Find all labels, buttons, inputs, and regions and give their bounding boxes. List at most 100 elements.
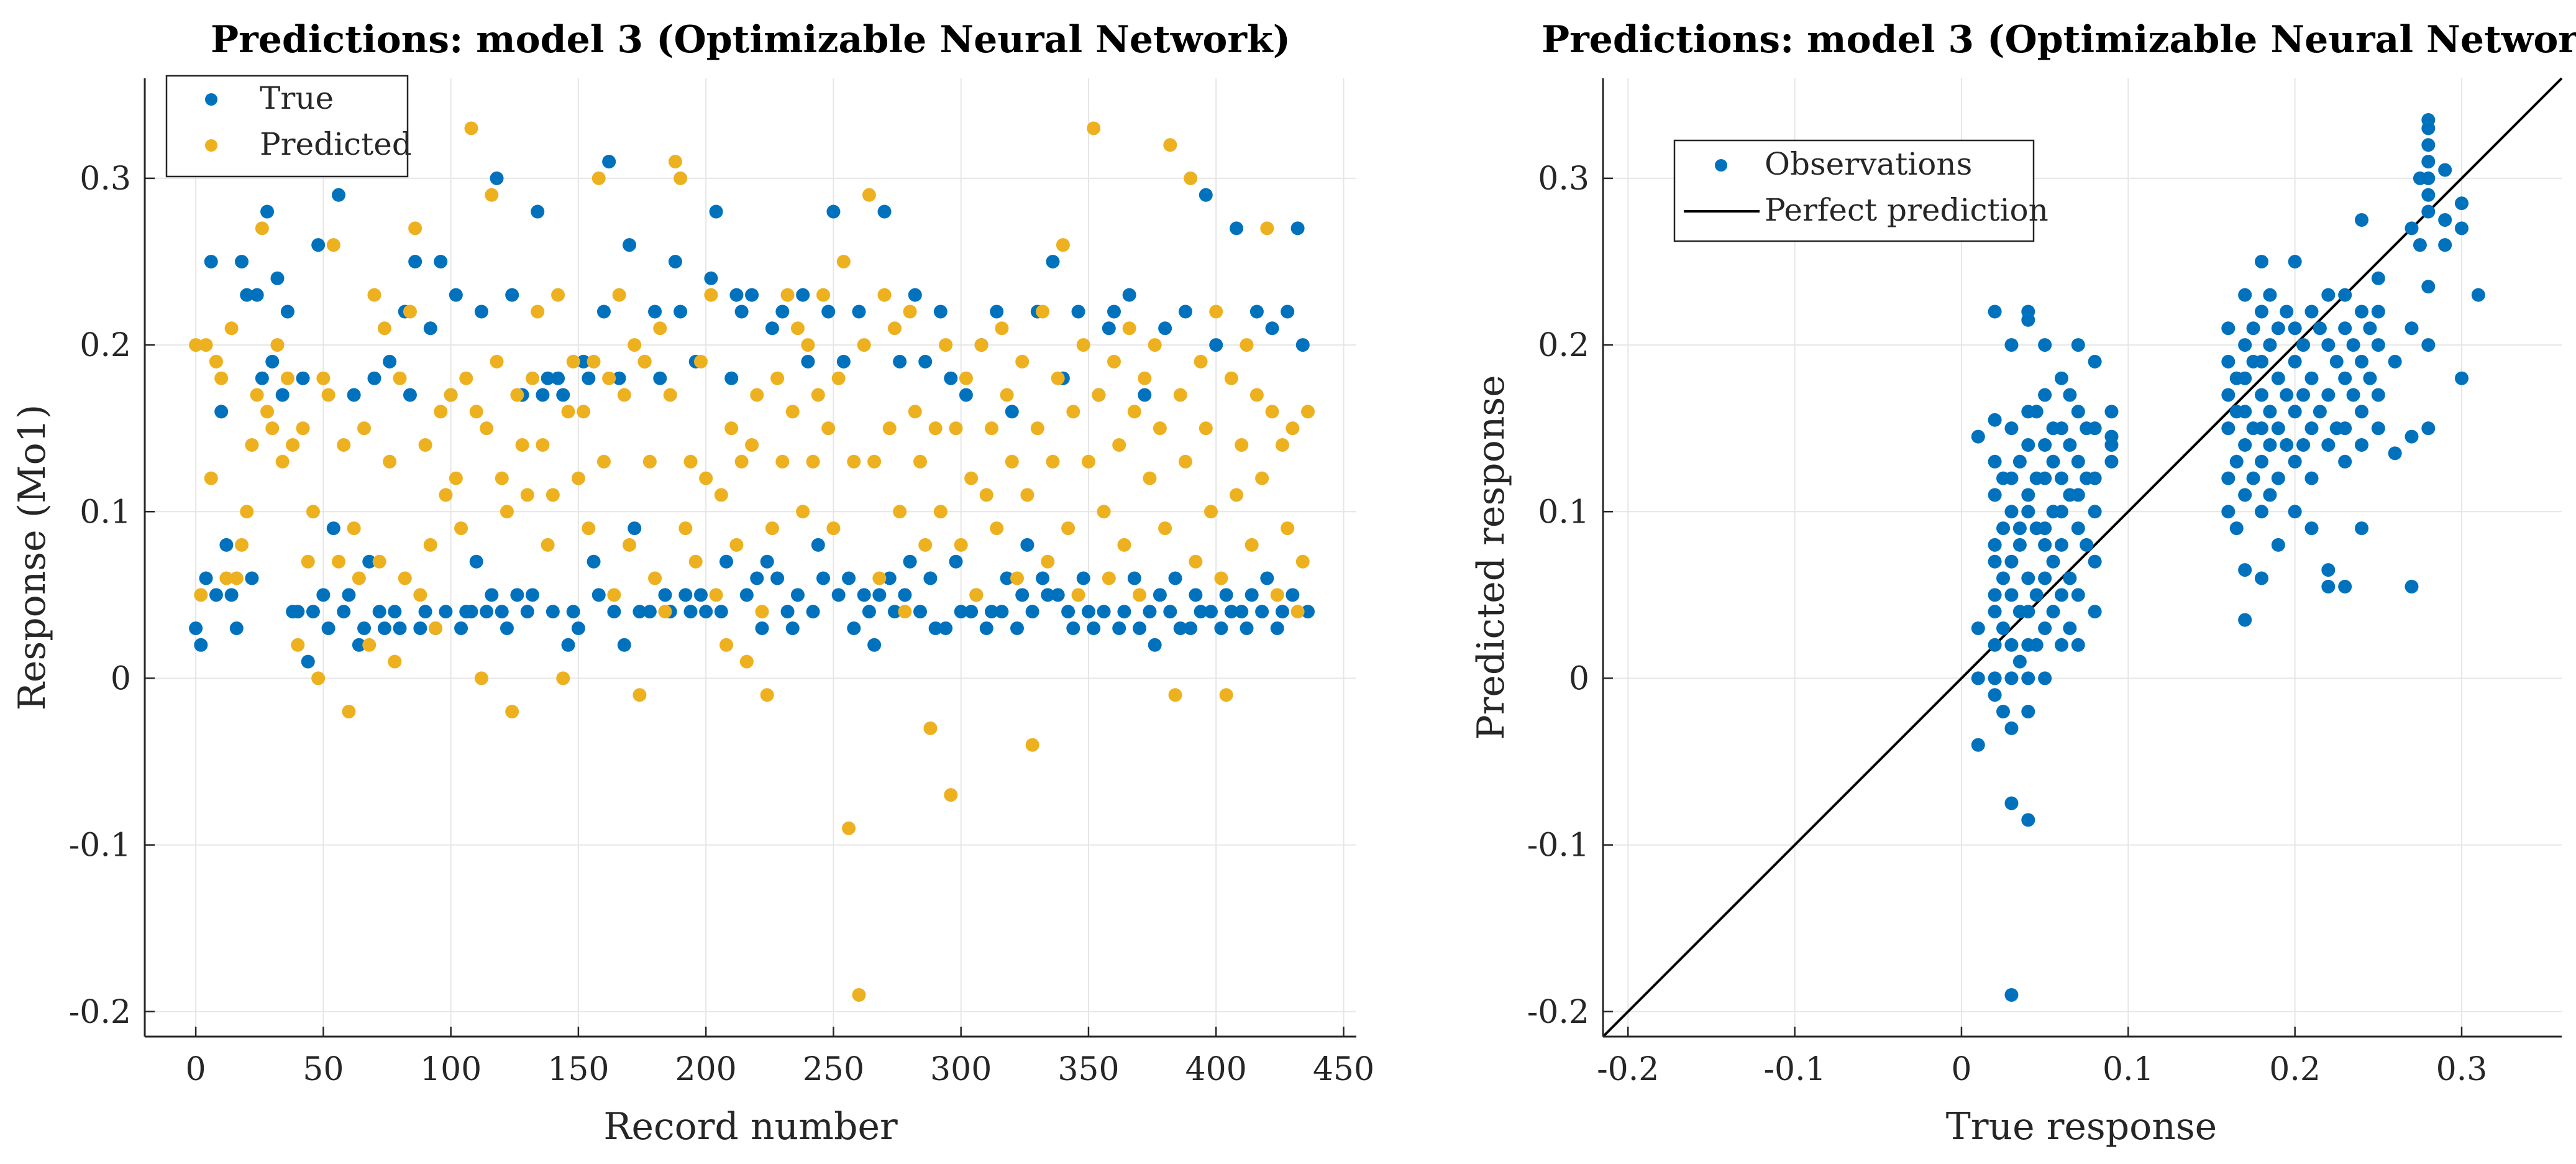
point-predicted <box>536 438 550 452</box>
point-predicted <box>913 454 927 469</box>
point-true <box>1015 588 1030 602</box>
legend-label-true: True <box>260 80 334 116</box>
point-observations <box>2371 421 2385 436</box>
point-predicted <box>245 438 259 452</box>
point-predicted <box>842 821 856 835</box>
point-predicted <box>862 188 876 202</box>
point-observations <box>2254 305 2268 319</box>
point-observations <box>2321 338 2336 352</box>
point-predicted <box>526 371 539 385</box>
point-observations <box>2071 454 2085 469</box>
tick-labels-left: 0 50 100 150 200 250 300 350 400 450 -0.2 -0.1 0 0.1 0… <box>69 160 1374 1088</box>
point-true <box>1000 571 1014 585</box>
chart-title-left: Predictions: model 3 (Optimizable Neural… <box>211 18 1290 62</box>
point-observations <box>2354 405 2368 419</box>
point-observations <box>2371 338 2385 352</box>
point-predicted <box>852 988 866 1002</box>
point-observations <box>2405 429 2419 444</box>
point-true <box>1036 571 1050 585</box>
point-predicted <box>224 321 239 336</box>
y-tick-label: 0.3 <box>80 160 131 198</box>
point-predicted <box>683 454 698 469</box>
point-predicted <box>1143 471 1157 485</box>
point-predicted <box>393 371 407 385</box>
point-predicted <box>296 421 310 436</box>
point-true <box>337 605 351 619</box>
point-true <box>693 588 708 602</box>
point-predicted <box>801 338 815 352</box>
point-predicted <box>760 688 774 702</box>
point-true <box>653 371 667 385</box>
point-true <box>877 204 892 219</box>
point-predicted <box>240 505 254 519</box>
point-observations <box>2438 163 2452 177</box>
point-observations <box>2254 505 2268 519</box>
point-predicted <box>321 388 336 402</box>
point-predicted <box>587 354 601 369</box>
point-predicted <box>908 405 922 419</box>
point-true <box>209 588 223 602</box>
point-observations <box>2254 571 2268 585</box>
point-true <box>1153 588 1167 602</box>
point-true <box>1224 605 1238 619</box>
point-observations <box>2346 388 2360 402</box>
points-left <box>189 121 1315 1002</box>
point-predicted <box>847 454 861 469</box>
legend-label-observations: Observations <box>1765 146 1972 182</box>
point-predicted <box>505 705 519 719</box>
point-observations <box>2321 563 2336 577</box>
y-tick-label: -0.1 <box>1527 827 1589 864</box>
point-predicted <box>423 538 437 552</box>
point-predicted <box>1025 738 1039 752</box>
point-observations <box>2021 488 2035 502</box>
legend-label-perfect-prediction: Perfect prediction <box>1765 192 2048 228</box>
point-true <box>591 588 606 602</box>
point-true <box>678 588 693 602</box>
point-true <box>1087 621 1101 635</box>
point-predicted <box>642 454 657 469</box>
point-predicted <box>770 371 785 385</box>
point-predicted <box>990 521 1004 536</box>
point-true <box>454 621 468 635</box>
point-predicted <box>750 388 764 402</box>
point-observations <box>2313 321 2327 336</box>
point-predicted <box>1133 588 1147 602</box>
point-true <box>449 288 463 302</box>
point-predicted <box>357 421 372 436</box>
point-true <box>582 371 596 385</box>
x-tick-label: 300 <box>930 1051 992 1088</box>
point-true <box>214 405 229 419</box>
point-observations <box>2421 280 2436 294</box>
point-predicted <box>520 488 534 502</box>
point-true <box>780 605 795 619</box>
point-true <box>403 388 417 402</box>
point-predicted <box>326 238 340 252</box>
point-predicted <box>596 454 611 469</box>
point-predicted <box>1219 688 1233 702</box>
point-predicted <box>821 421 836 436</box>
point-observations <box>2004 338 2019 352</box>
point-predicted <box>551 288 565 302</box>
point-predicted <box>944 788 958 802</box>
y-tick-label: 0 <box>111 660 131 697</box>
point-observations <box>2038 671 2052 685</box>
point-true <box>724 371 739 385</box>
point-observations <box>2288 505 2302 519</box>
point-predicted <box>628 338 642 352</box>
point-predicted <box>332 554 345 569</box>
point-observations <box>2238 563 2252 577</box>
point-predicted <box>1112 438 1126 452</box>
point-observations <box>2038 438 2052 452</box>
point-true <box>352 638 366 652</box>
point-observations <box>2280 438 2294 452</box>
point-true <box>801 354 815 369</box>
point-observations <box>2004 721 2019 735</box>
point-observations <box>2088 505 2102 519</box>
point-observations <box>2421 138 2436 152</box>
point-predicted <box>235 538 249 552</box>
point-true <box>245 571 259 585</box>
point-observations <box>2021 705 2035 719</box>
point-predicted <box>709 588 723 602</box>
point-predicted <box>882 421 897 436</box>
point-true <box>296 371 310 385</box>
